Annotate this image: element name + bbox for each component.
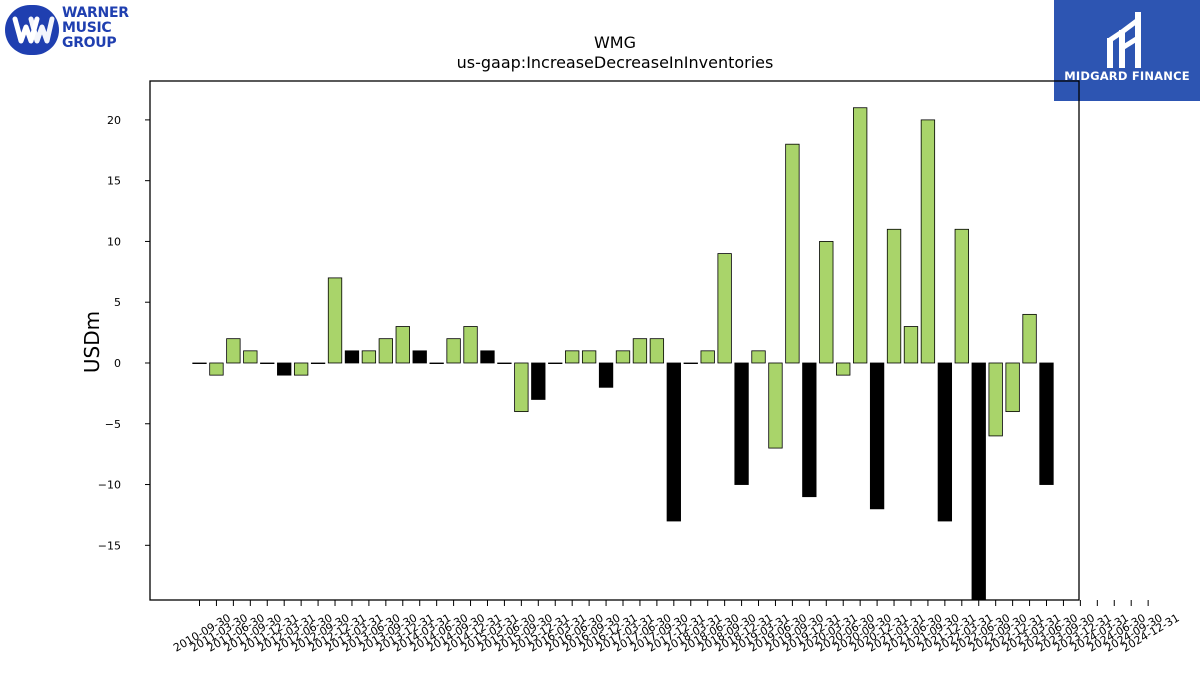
bar-2011-03-31 xyxy=(226,338,241,364)
bar-2019-03-31 xyxy=(768,362,783,449)
bar-2015-03-31 xyxy=(497,362,512,364)
bar-2017-06-30 xyxy=(649,338,665,364)
y-tick-label: 20 xyxy=(107,114,121,127)
logo-line-group: GROUP xyxy=(62,35,117,51)
bar-2019-09-30 xyxy=(802,362,817,498)
bar-2016-09-30 xyxy=(598,362,614,388)
y-tick-label: 15 xyxy=(107,175,121,188)
y-tick-label: −10 xyxy=(98,479,121,492)
bar-2014-12-31 xyxy=(480,350,495,364)
bar-2023-03-31 xyxy=(1039,362,1054,485)
y-tick-label: −15 xyxy=(98,539,121,552)
y-tick-label: 5 xyxy=(114,296,121,309)
bars-group xyxy=(192,107,1054,601)
bar-2021-03-31 xyxy=(903,326,919,364)
bar-2011-06-30 xyxy=(243,350,258,364)
bar-2022-03-31 xyxy=(971,362,986,601)
y-axis-label: USDm xyxy=(80,311,104,373)
bar-2017-09-30 xyxy=(666,362,681,522)
bar-2012-12-31 xyxy=(344,350,360,364)
bar-2018-09-30 xyxy=(734,362,749,485)
bar-2021-09-30 xyxy=(937,362,953,522)
bar-2013-03-31 xyxy=(361,350,377,364)
bar-2013-12-31 xyxy=(412,350,427,364)
warner-wm-emblem-icon xyxy=(5,5,59,55)
bar-2013-06-30 xyxy=(378,338,393,364)
bar-2015-06-30 xyxy=(514,362,529,413)
bar-2012-03-31 xyxy=(293,362,309,376)
midgard-rune-icon xyxy=(1102,8,1152,70)
bar-2022-06-30 xyxy=(988,362,1003,437)
bar-2017-03-31 xyxy=(632,338,648,364)
bar-2010-12-31 xyxy=(209,362,224,376)
warner-music-group-logo: WARNER MUSIC GROUP xyxy=(5,5,140,57)
bar-2016-03-31 xyxy=(565,350,580,364)
y-tick-label: −5 xyxy=(105,418,121,431)
bar-2020-06-30 xyxy=(853,107,868,364)
bar-2014-09-30 xyxy=(463,326,478,364)
chart-title: WMG xyxy=(594,33,636,52)
bar-2018-06-30 xyxy=(717,253,732,364)
bar-2012-09-30 xyxy=(327,277,343,364)
bar-2018-03-31 xyxy=(700,350,715,364)
midgard-finance-wordmark: MIDGARD FINANCE xyxy=(1064,69,1190,83)
bar-2022-09-30 xyxy=(1005,362,1020,413)
bar-2015-09-30 xyxy=(531,362,546,400)
plot-frame xyxy=(149,80,1080,601)
bar-2011-09-30 xyxy=(260,362,275,364)
bar-2020-09-30 xyxy=(869,362,885,510)
y-axis: −15 −10 −5 0 5 10 15 20 xyxy=(98,114,150,552)
bar-2010-09-30 xyxy=(192,362,207,364)
bar-2021-12-31 xyxy=(954,228,969,364)
logo-line-music: MUSIC xyxy=(62,20,112,36)
midgard-finance-logo: MIDGARD FINANCE xyxy=(1054,0,1200,101)
y-tick-label: 0 xyxy=(114,357,121,370)
bar-2022-12-31 xyxy=(1022,313,1037,364)
bar-2011-12-31 xyxy=(277,362,292,376)
bar-2018-12-31 xyxy=(751,350,766,364)
x-axis: 2010-09-302011-03-302011-06-302011-09-30… xyxy=(171,600,1182,655)
bar-2015-12-31 xyxy=(548,362,563,364)
bar-2020-12-31 xyxy=(886,228,902,364)
bar-2016-06-30 xyxy=(581,350,597,364)
bar-2012-06-30 xyxy=(310,362,326,364)
bar-2014-03-31 xyxy=(429,362,444,364)
bar-2014-06-30 xyxy=(446,338,461,364)
logo-line-warner: WARNER xyxy=(62,5,129,21)
bar-2013-09-30 xyxy=(395,326,410,364)
bar-2019-06-30 xyxy=(785,143,800,364)
bar-2016-12-31 xyxy=(615,350,631,364)
chart-subtitle: us-gaap:IncreaseDecreaseInInventories xyxy=(457,53,774,72)
y-tick-label: 10 xyxy=(107,235,121,248)
warner-music-group-wordmark: WARNER MUSIC GROUP xyxy=(62,6,129,51)
bar-2019-12-31 xyxy=(819,241,834,364)
bar-2017-12-31 xyxy=(683,362,698,364)
bar-2020-03-31 xyxy=(836,362,851,376)
bar-2021-06-30 xyxy=(920,119,936,364)
